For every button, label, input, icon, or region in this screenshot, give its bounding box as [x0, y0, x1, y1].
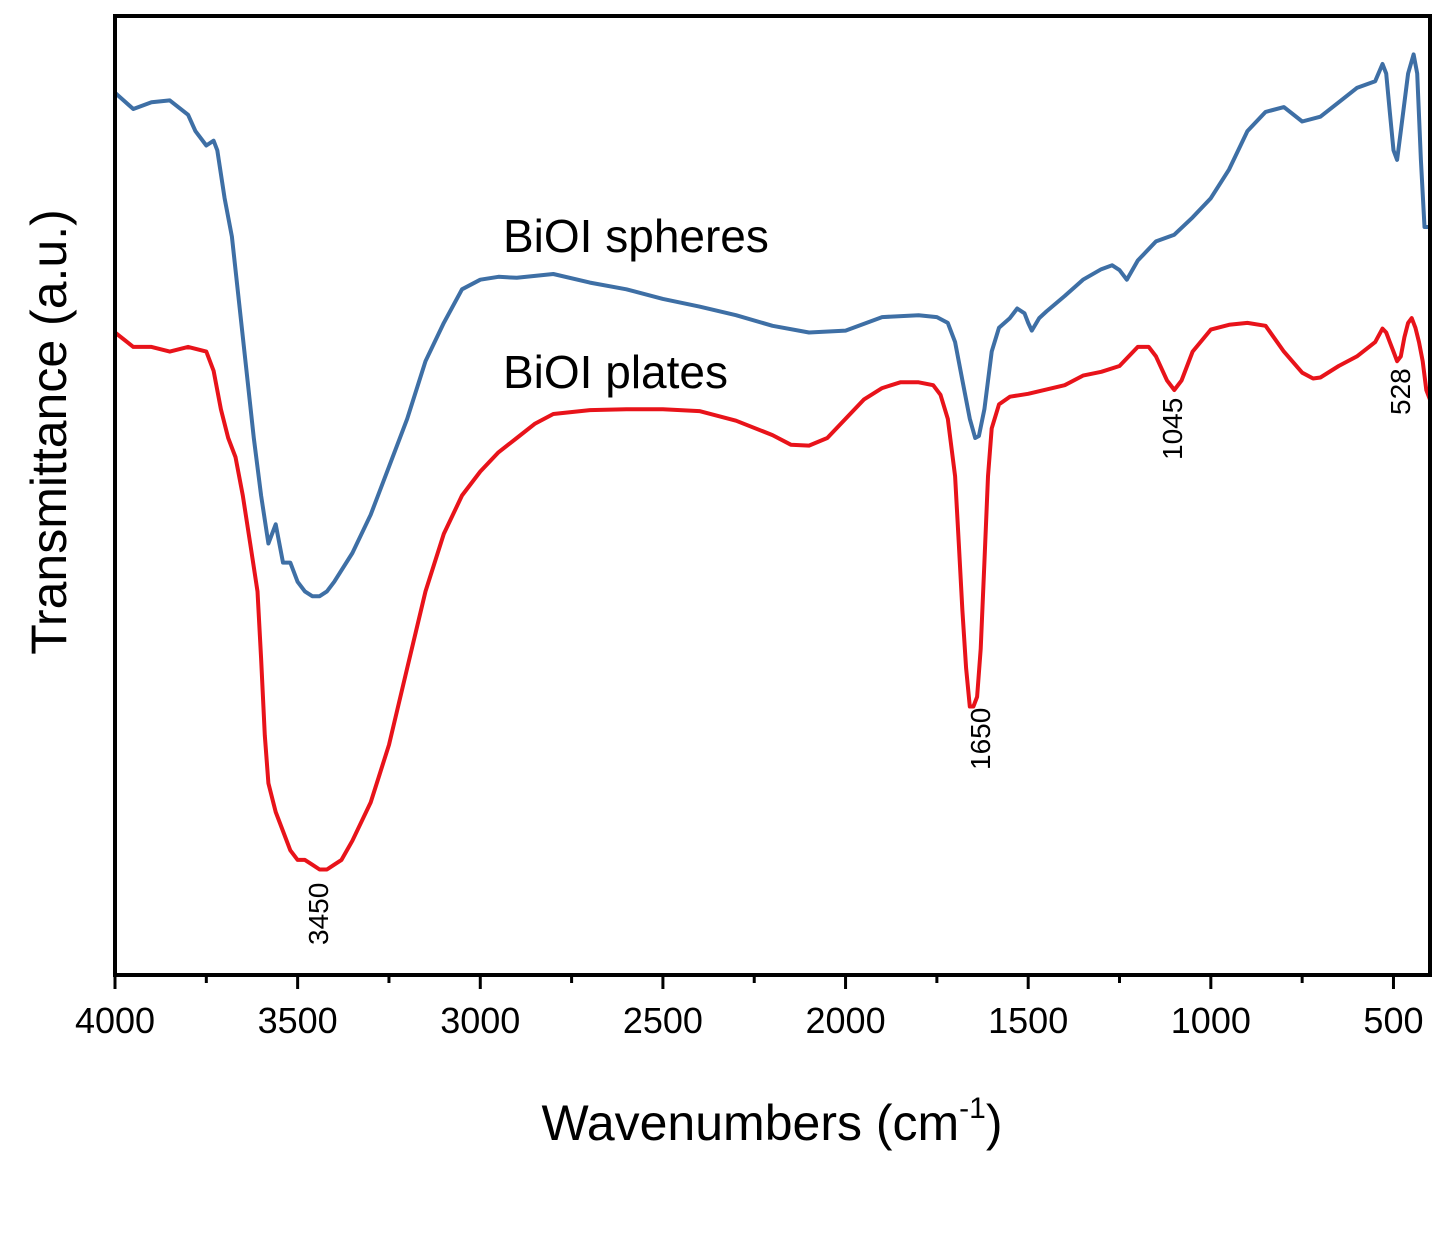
series-layer — [113, 52, 1432, 872]
plot-frame — [113, 14, 1432, 977]
peak-label-1650: 1650 — [965, 708, 996, 770]
x-axis-title-close: ) — [986, 1095, 1003, 1151]
x-tick-label-3500: 3500 — [258, 1000, 338, 1041]
x-axis-title-sup: -1 — [959, 1092, 986, 1125]
series-label-plates: BiOI plates — [503, 346, 728, 398]
peak-label-1045: 1045 — [1157, 398, 1188, 460]
series-line-spheres — [113, 52, 1430, 599]
x-tick-label-1000: 1000 — [1171, 1000, 1251, 1041]
x-axis-title-main: Wavenumbers (cm — [541, 1095, 959, 1151]
peak-label-3450: 3450 — [303, 883, 334, 945]
series-label-spheres: BiOI spheres — [503, 210, 769, 262]
y-axis-title: Transmittance (a.u.) — [21, 209, 77, 655]
x-axis-title: Wavenumbers (cm-1) — [541, 1092, 1002, 1151]
x-tick-label-3000: 3000 — [440, 1000, 520, 1041]
peak-label-528: 528 — [1385, 368, 1416, 415]
x-tick-label-2000: 2000 — [806, 1000, 886, 1041]
x-tick-label-1500: 1500 — [988, 1000, 1068, 1041]
series-line-plates — [113, 316, 1432, 872]
x-tick-label-4000: 4000 — [75, 1000, 155, 1041]
x-ticks: 4000 3500 3000 2500 2000 1500 1000 500 — [75, 975, 1424, 1041]
x-tick-label-2500: 2500 — [623, 1000, 703, 1041]
x-tick-label-500: 500 — [1363, 1000, 1423, 1041]
